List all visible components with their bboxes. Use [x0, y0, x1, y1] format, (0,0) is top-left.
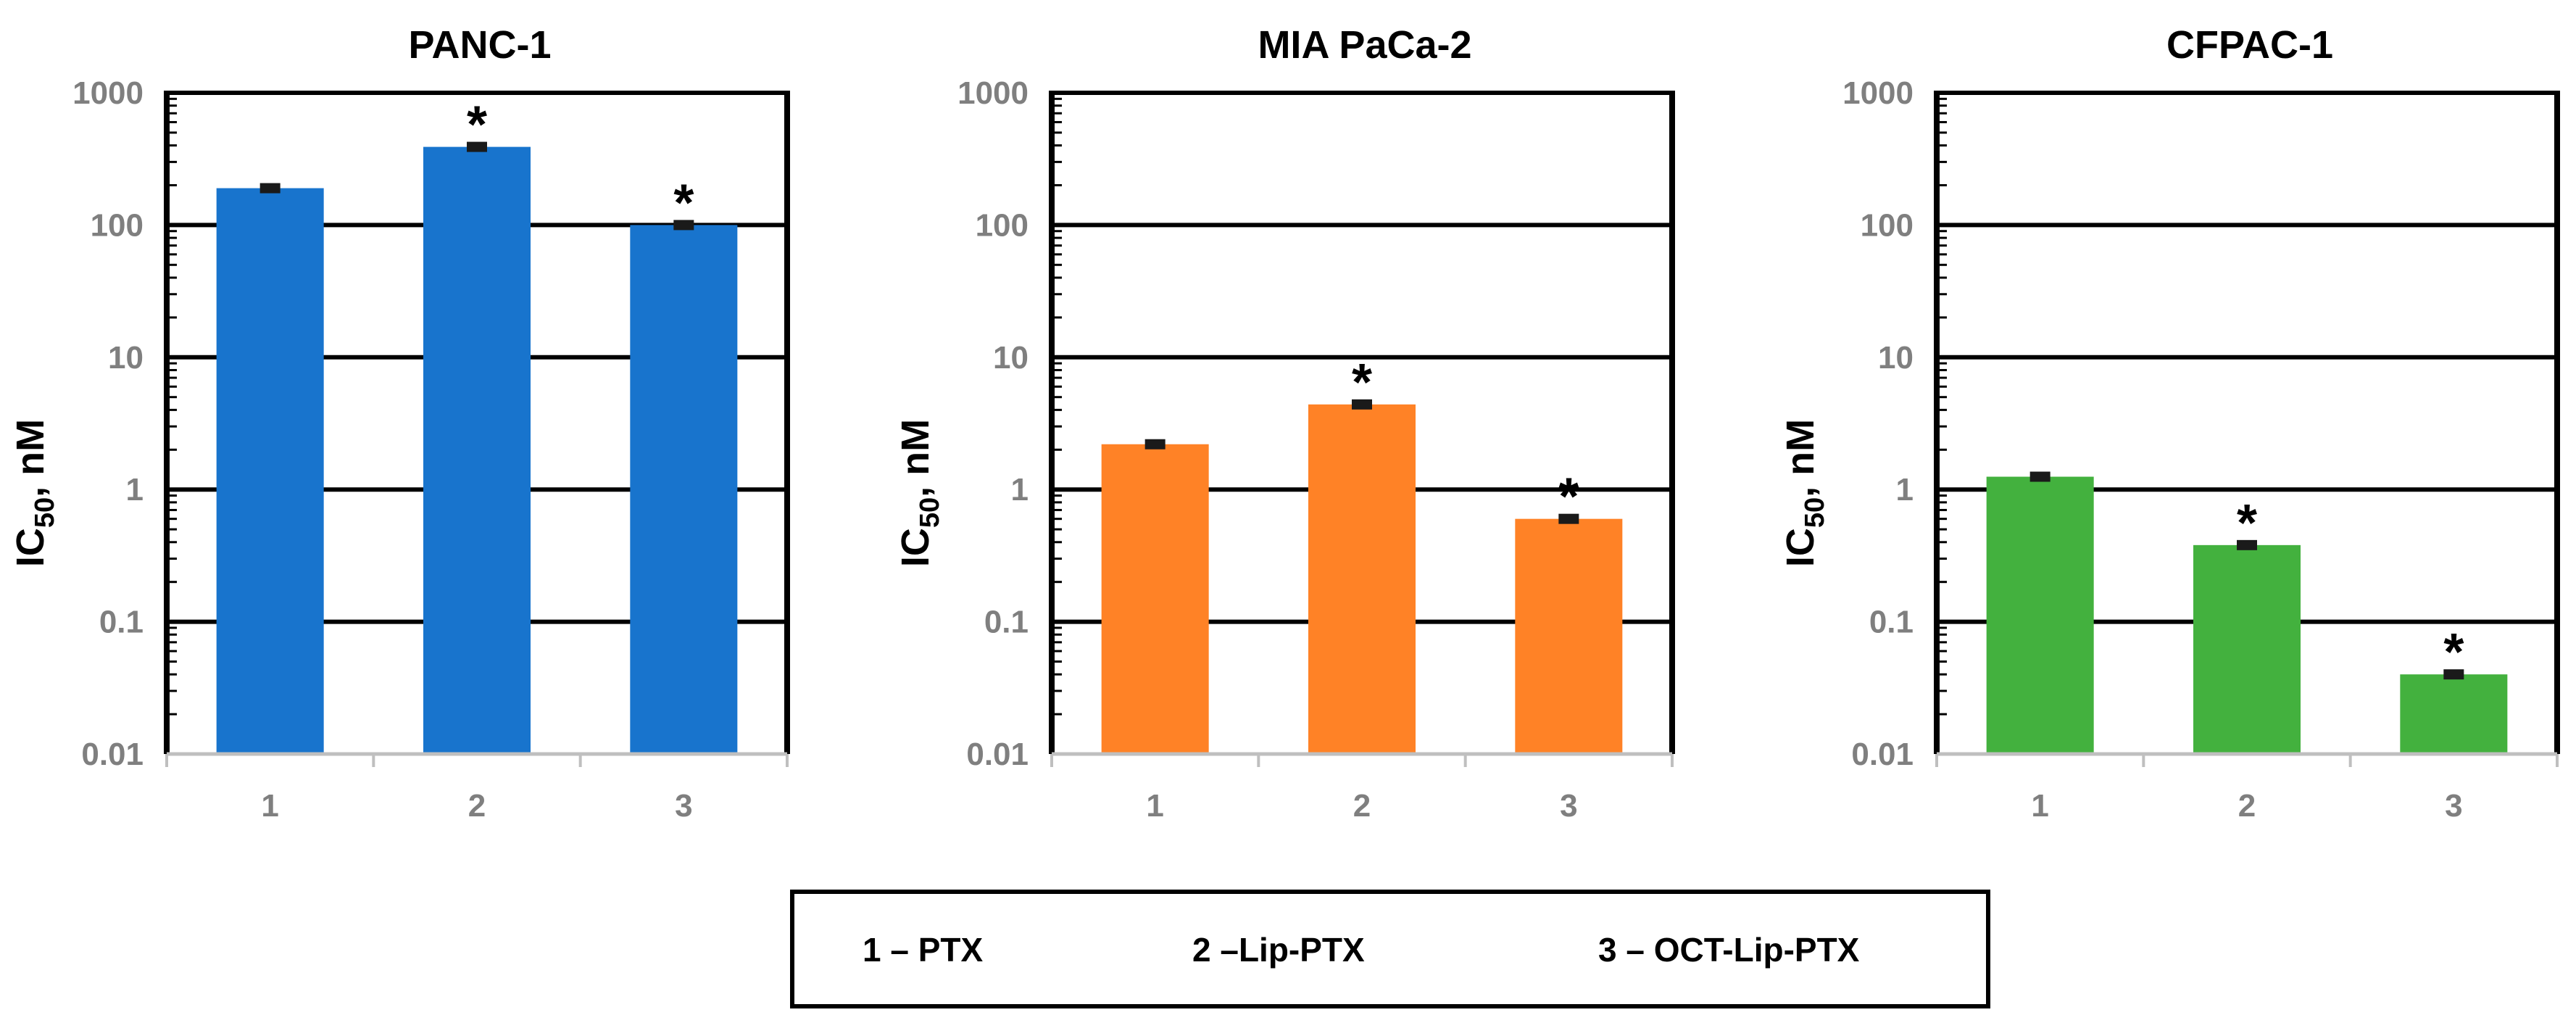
significance-marker: *	[673, 174, 694, 232]
error-bar	[2029, 471, 2051, 482]
chart-panel-mia-paca-2: MIA PaCa-2 IC50, nM ** 10001001010.10.01…	[894, 23, 1675, 824]
chart-title: PANC-1	[408, 23, 551, 67]
significance-marker: *	[1558, 468, 1579, 526]
bars	[1101, 404, 1623, 754]
legend-item-ptx: 1 – PTX	[863, 931, 984, 969]
significance-marker: *	[2443, 624, 2464, 682]
bars	[216, 146, 738, 755]
x-tick-label: 3	[2445, 788, 2462, 824]
y-tick-label: 0.1	[1869, 605, 1914, 640]
y-tick-label: 1000	[72, 75, 144, 111]
significance-markers: **	[1352, 354, 1579, 526]
y-axis-label: IC50, nM	[894, 419, 945, 567]
y-axis-label-subscript: 50	[915, 497, 945, 528]
x-tick-label: 2	[468, 788, 486, 824]
error-bars	[2029, 471, 2464, 680]
y-axis-label-subscript: 50	[30, 497, 60, 528]
y-tick-label: 0.01	[966, 737, 1029, 772]
x-tick-label: 1	[2031, 788, 2048, 824]
y-tick-label: 1	[126, 472, 144, 508]
error-bar	[467, 141, 487, 152]
error-bar	[1352, 399, 1372, 410]
bar	[2400, 674, 2508, 754]
bar	[2193, 544, 2301, 754]
x-tick-label: 2	[2238, 788, 2256, 824]
error-bars	[1144, 399, 1579, 524]
x-tick-label: 2	[1353, 788, 1371, 824]
y-tick-label: 10	[108, 340, 144, 376]
y-tick-label: 1	[1011, 472, 1029, 508]
x-tick-labels: 1 2 3	[261, 788, 692, 824]
bar	[1101, 444, 1209, 754]
error-bar	[1144, 439, 1166, 450]
legend: 1 – PTX 2 –Lip-PTX 3 – OCT-Lip-PTX	[790, 890, 1990, 1008]
chart-title: MIA PaCa-2	[1258, 23, 1471, 67]
bar	[423, 146, 531, 754]
y-tick-label: 0.1	[99, 605, 144, 640]
y-tick-label: 1000	[957, 75, 1029, 111]
significance-markers: **	[2237, 494, 2464, 682]
x-tick-label: 1	[261, 788, 278, 824]
chart-title: CFPAC-1	[2166, 23, 2333, 67]
x-axis	[1935, 752, 2559, 767]
error-bar	[2237, 539, 2257, 550]
error-bar	[2443, 669, 2464, 680]
y-axis-label: IC50, nM	[9, 419, 60, 567]
significance-marker: *	[1352, 354, 1372, 412]
x-axis	[165, 752, 789, 767]
error-bar	[673, 220, 694, 231]
y-tick-label: 0.01	[81, 737, 144, 772]
y-tick-labels: 1000 100 10 1 0.1 0.01	[72, 75, 177, 772]
bar	[1515, 518, 1623, 754]
legend-item-oct-lip-ptx: 3 – OCT-Lip-PTX	[1598, 931, 1860, 969]
x-tick-labels: 1 2 3	[2031, 788, 2462, 824]
y-tick-label: 10	[993, 340, 1029, 376]
bars	[1986, 476, 2508, 754]
significance-marker: *	[2237, 494, 2257, 552]
y-axis-label-subscript: 50	[1800, 497, 1830, 528]
y-tick-label: 0.01	[1851, 737, 1914, 772]
y-tick-label: 0.1	[984, 605, 1029, 640]
y-axis-label: IC50, nM	[1779, 419, 1830, 567]
x-tick-label: 3	[1560, 788, 1577, 824]
y-tick-label: 100	[91, 207, 144, 243]
gridlines	[1049, 91, 1675, 754]
significance-markers: **	[467, 96, 694, 233]
bar	[216, 188, 324, 755]
bar	[1986, 476, 2094, 754]
x-tick-label: 1	[1146, 788, 1163, 824]
svg-text:IC50, nM: IC50, nM	[894, 419, 945, 567]
error-bars	[259, 141, 694, 231]
y-tick-label: 1000	[1842, 75, 1914, 111]
y-tick-labels: 1000 100 10 1 0.1 0.01	[1842, 75, 1947, 772]
x-tick-labels: 1 2 3	[1146, 788, 1577, 824]
svg-text:IC50, nM: IC50, nM	[1779, 419, 1830, 567]
legend-box	[790, 890, 1990, 1008]
y-tick-label: 1	[1896, 472, 1914, 508]
error-bar	[259, 183, 281, 194]
bar	[1308, 404, 1416, 754]
svg-text:IC50, nM: IC50, nM	[9, 419, 60, 567]
y-tick-label: 100	[1861, 207, 1914, 243]
y-tick-label: 10	[1878, 340, 1914, 376]
legend-item-lip-ptx: 2 –Lip-PTX	[1192, 931, 1365, 969]
x-axis	[1050, 752, 1674, 767]
y-tick-labels: 1000 100 10 1 0.1 0.01	[957, 75, 1062, 772]
error-bar	[1558, 513, 1579, 524]
y-tick-label: 100	[976, 207, 1029, 243]
bar	[630, 225, 738, 754]
x-tick-label: 3	[675, 788, 692, 824]
significance-marker: *	[467, 96, 487, 154]
